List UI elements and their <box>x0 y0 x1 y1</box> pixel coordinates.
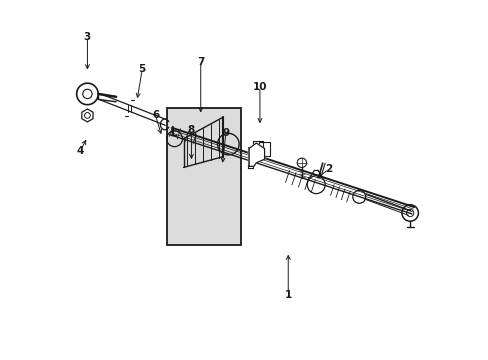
Polygon shape <box>247 141 263 168</box>
Bar <box>167 108 241 244</box>
Polygon shape <box>249 143 264 166</box>
Text: 2: 2 <box>325 164 332 174</box>
Text: 5: 5 <box>139 64 145 74</box>
Text: 8: 8 <box>187 125 195 135</box>
Text: 1: 1 <box>284 290 291 300</box>
Text: 4: 4 <box>77 146 84 156</box>
Text: 6: 6 <box>152 111 159 121</box>
Text: 7: 7 <box>197 57 204 67</box>
Text: 9: 9 <box>222 129 229 138</box>
Text: 3: 3 <box>83 32 91 41</box>
Text: 10: 10 <box>252 82 266 92</box>
